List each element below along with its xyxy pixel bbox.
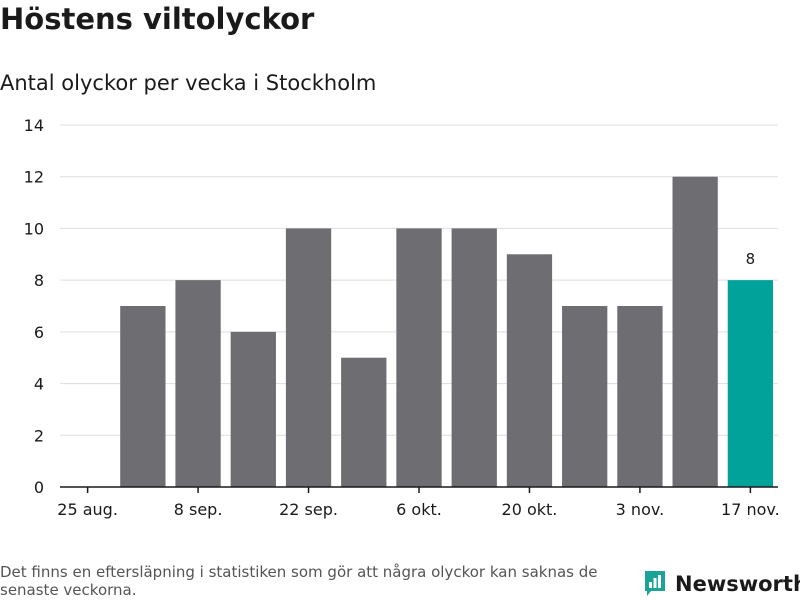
y-tick-label: 6 bbox=[34, 323, 44, 342]
y-tick-label: 0 bbox=[34, 478, 44, 497]
bar bbox=[617, 306, 663, 487]
x-tick-label: 25 aug. bbox=[57, 500, 118, 519]
x-tick-label: 6 okt. bbox=[396, 500, 442, 519]
x-tick-label: 20 okt. bbox=[502, 500, 558, 519]
bar bbox=[285, 228, 332, 487]
chart-subtitle: Antal olyckor per vecka i Stockholm bbox=[0, 71, 377, 95]
y-tick-label: 14 bbox=[24, 116, 44, 135]
bar bbox=[506, 254, 553, 487]
x-tick-label: 22 sep. bbox=[279, 500, 338, 519]
y-tick-label: 4 bbox=[34, 375, 44, 394]
bar bbox=[341, 357, 387, 487]
footnote: Det finns en eftersläpning i statistiken… bbox=[0, 563, 598, 599]
bar bbox=[396, 228, 442, 487]
data-label: 8 bbox=[746, 250, 756, 268]
y-tick-label: 8 bbox=[34, 271, 44, 290]
bar-chart-logo-icon bbox=[645, 571, 665, 596]
x-tick-label: 3 nov. bbox=[616, 500, 665, 519]
axes: 0 2 4 6 8 10 12 14 25 aug. 8 sep. 22 sep. 6 okt. 20 … bbox=[24, 116, 780, 519]
bar bbox=[562, 306, 608, 487]
y-tick-label: 2 bbox=[34, 426, 44, 445]
x-tick-label: 8 sep. bbox=[174, 500, 223, 519]
data-labels: 8 bbox=[746, 250, 756, 268]
bar bbox=[451, 228, 497, 487]
bar bbox=[727, 280, 774, 487]
bar-chart: 8 0 2 4 6 8 10 12 14 25 aug. 8 sep. 22 sep. 6 okt. 2… bbox=[24, 116, 780, 519]
bar bbox=[120, 306, 166, 487]
brand-logo: Newsworthy bbox=[643, 569, 800, 599]
bars bbox=[120, 176, 774, 487]
y-tick-label: 10 bbox=[24, 219, 44, 238]
x-tick-label: 17 nov. bbox=[721, 500, 780, 519]
bar bbox=[175, 280, 221, 487]
chart-title: Höstens viltolyckor bbox=[0, 2, 315, 36]
y-tick-label: 12 bbox=[24, 168, 44, 187]
brand-name: Newsworthy bbox=[675, 572, 800, 596]
bar bbox=[230, 331, 276, 487]
bar bbox=[672, 176, 718, 487]
